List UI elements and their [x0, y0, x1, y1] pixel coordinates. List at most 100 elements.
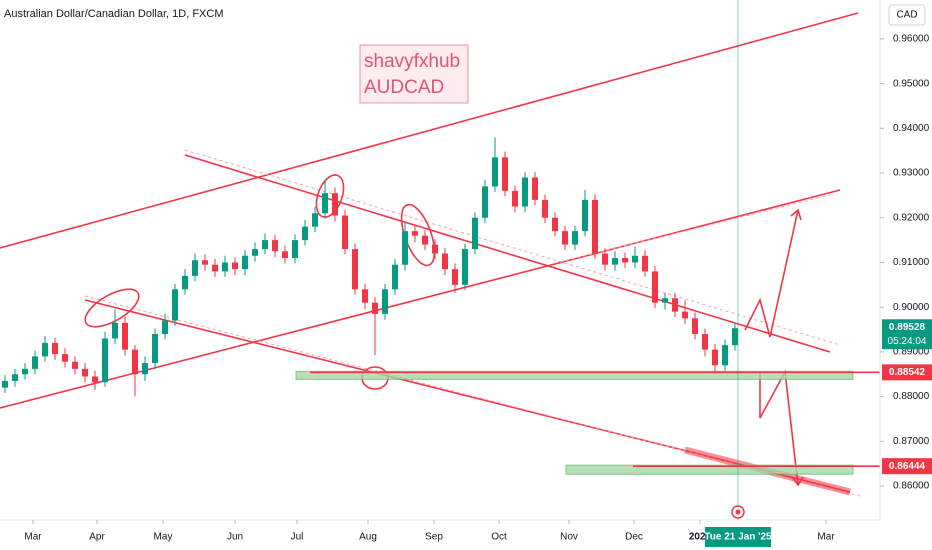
level-badge: [882, 364, 932, 381]
candle-body: [292, 240, 298, 258]
candle-body: [172, 289, 178, 321]
trend-line: [0, 189, 841, 409]
candle-body: [222, 262, 228, 272]
y-tick-label: 0.90000: [893, 302, 930, 313]
y-tick-label: 0.91000: [893, 257, 930, 268]
last-price-badge: [882, 319, 932, 350]
currency-box[interactable]: [888, 4, 926, 26]
x-tick-label: Apr: [89, 532, 105, 543]
candle-body: [422, 235, 428, 245]
candle-body: [162, 320, 168, 334]
y-tick-label: 0.93000: [893, 168, 930, 179]
candle-body: [442, 253, 448, 270]
candle-body: [22, 368, 28, 375]
candle-body: [322, 193, 328, 214]
candle-body: [142, 363, 148, 375]
candle-body: [272, 240, 278, 252]
candle-body: [482, 186, 488, 218]
candle-body: [532, 177, 538, 200]
candle-body: [592, 199, 598, 254]
y-tick-label: 0.96000: [893, 34, 930, 45]
event-icon-dot: [735, 509, 741, 515]
last-price-label: 0.89528: [889, 322, 926, 333]
candle-body: [32, 356, 38, 369]
candle-body: [352, 249, 358, 290]
date-badge: [705, 527, 771, 547]
candle-body: [102, 338, 108, 383]
x-tick-label: Mar: [817, 532, 835, 543]
dashed-line: [559, 194, 831, 263]
circle-mark: [84, 288, 140, 328]
arrowhead: [790, 208, 802, 221]
candle-body: [152, 333, 158, 364]
level-badge: [882, 458, 932, 475]
candle-body: [522, 177, 528, 207]
x-tick-label: Jul: [291, 532, 304, 543]
candle-body: [642, 255, 648, 272]
candle-body: [552, 217, 558, 232]
candle-body: [52, 342, 58, 355]
candle-body: [632, 255, 638, 263]
candle-body: [582, 199, 588, 232]
candle-body: [332, 193, 338, 216]
candle-body: [542, 199, 548, 218]
y-tick-label: 0.88000: [893, 391, 930, 402]
chart-title: Australian Dollar/Canadian Dollar, 1D, F…: [4, 8, 223, 20]
drawings: shavyfxhub AUDCAD: [0, 12, 880, 497]
y-tick-label: 0.87000: [893, 436, 930, 447]
candle-body: [232, 262, 238, 270]
candle-body: [412, 231, 418, 236]
candle-body: [42, 342, 48, 357]
candle-body: [302, 226, 308, 241]
x-tick-label: Oct: [491, 532, 507, 543]
y-tick-label: 0.89000: [893, 347, 930, 358]
candle-body: [712, 349, 718, 366]
candle-body: [652, 271, 658, 303]
candle-body: [2, 380, 8, 388]
level-label: 0.88542: [889, 367, 926, 378]
x-tick-label: May: [154, 532, 173, 543]
x-tick-label: Nov: [560, 532, 578, 543]
annotation-box: [359, 44, 469, 104]
candle-body: [562, 231, 568, 245]
candle-body: [572, 231, 578, 245]
candle-body: [12, 374, 18, 381]
candle-body: [382, 289, 388, 314]
x-tick-label: Dec: [625, 532, 643, 543]
candle-body: [132, 349, 138, 375]
arrowhead: [792, 476, 804, 487]
candle-body: [212, 264, 218, 272]
candle-body: [612, 257, 618, 265]
candle-body: [92, 376, 98, 383]
candle-body: [202, 260, 208, 265]
candle-body: [602, 253, 608, 265]
annotation-text: shavyfxhub: [364, 51, 460, 72]
candle-body: [362, 289, 368, 303]
candle-body: [472, 217, 478, 250]
countdown-label: 05:24:04: [888, 336, 927, 347]
level-label: 0.86444: [889, 461, 926, 472]
candle-body: [242, 255, 248, 270]
candle-body: [122, 322, 128, 350]
target-zone: [565, 464, 854, 475]
candle-body: [622, 257, 628, 263]
candle-body: [662, 298, 668, 303]
candle-body: [112, 322, 118, 339]
candle-body: [672, 298, 678, 312]
candle-body: [62, 354, 68, 362]
candle-body: [262, 240, 268, 250]
x-tick-label: 2025: [689, 532, 712, 543]
candle-body: [312, 213, 318, 227]
candle-body: [452, 269, 458, 285]
arrow: [759, 369, 799, 486]
candle-body: [72, 361, 78, 369]
candle-body: [282, 251, 288, 258]
candle-body: [682, 311, 688, 319]
arrow: [744, 209, 799, 338]
candle-body: [502, 157, 508, 191]
support-zone: [295, 370, 854, 380]
x-tick-label: Mar: [24, 532, 42, 543]
y-tick-label: 0.86000: [893, 481, 930, 492]
candle-body: [722, 345, 728, 366]
